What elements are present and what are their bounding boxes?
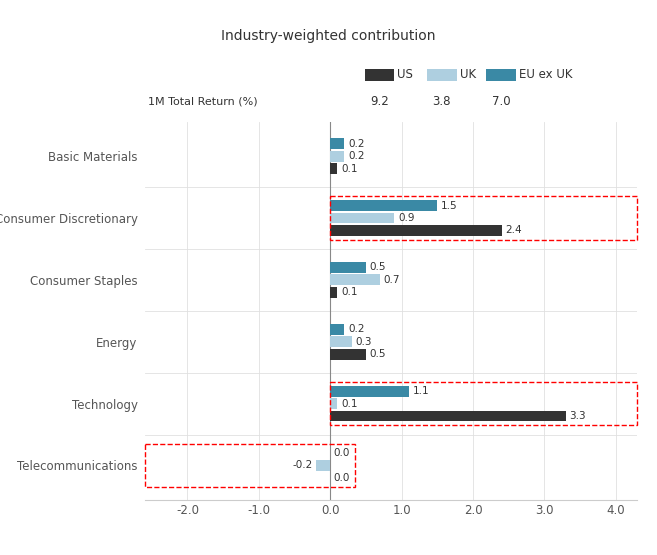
Bar xyxy=(330,200,438,211)
Text: 7.0: 7.0 xyxy=(491,95,510,108)
Text: 3.3: 3.3 xyxy=(570,411,586,421)
Bar xyxy=(330,324,344,335)
Text: 0.9: 0.9 xyxy=(398,213,415,223)
Text: 1.1: 1.1 xyxy=(413,386,429,396)
Bar xyxy=(330,287,337,297)
Bar xyxy=(330,411,566,421)
Text: UK: UK xyxy=(460,68,476,82)
Text: 0.5: 0.5 xyxy=(369,263,386,273)
Text: 0.5: 0.5 xyxy=(369,349,386,359)
Bar xyxy=(330,163,337,174)
Bar xyxy=(330,336,351,347)
Text: 0.1: 0.1 xyxy=(341,164,357,174)
Text: 1.5: 1.5 xyxy=(441,200,457,211)
Text: 1M Total Return (%): 1M Total Return (%) xyxy=(148,97,258,107)
Bar xyxy=(330,138,344,149)
Text: 2.4: 2.4 xyxy=(505,225,522,235)
Bar xyxy=(330,349,366,360)
Text: 9.2: 9.2 xyxy=(370,95,389,108)
Text: 0.2: 0.2 xyxy=(348,139,365,149)
Bar xyxy=(330,382,637,425)
Text: 0.2: 0.2 xyxy=(348,324,365,334)
Text: Industry-weighted contribution: Industry-weighted contribution xyxy=(221,29,436,43)
Text: 0.7: 0.7 xyxy=(384,275,400,285)
Bar xyxy=(330,262,366,273)
Text: 3.8: 3.8 xyxy=(432,95,451,108)
Bar xyxy=(145,444,355,487)
Bar xyxy=(330,225,501,236)
Bar xyxy=(330,213,394,224)
Text: US: US xyxy=(397,68,413,82)
Bar xyxy=(330,196,637,240)
Text: -0.2: -0.2 xyxy=(292,461,312,471)
Bar xyxy=(330,398,337,409)
Text: 0.2: 0.2 xyxy=(348,151,365,161)
Bar xyxy=(316,460,330,471)
Text: 0.3: 0.3 xyxy=(355,337,372,347)
Text: 0.0: 0.0 xyxy=(334,473,350,483)
Bar xyxy=(330,151,344,162)
Bar xyxy=(330,386,409,397)
Text: 0.0: 0.0 xyxy=(334,448,350,458)
Text: EU ex UK: EU ex UK xyxy=(519,68,572,82)
Text: 0.1: 0.1 xyxy=(341,398,357,408)
Bar xyxy=(330,274,380,285)
Text: 0.1: 0.1 xyxy=(341,287,357,297)
